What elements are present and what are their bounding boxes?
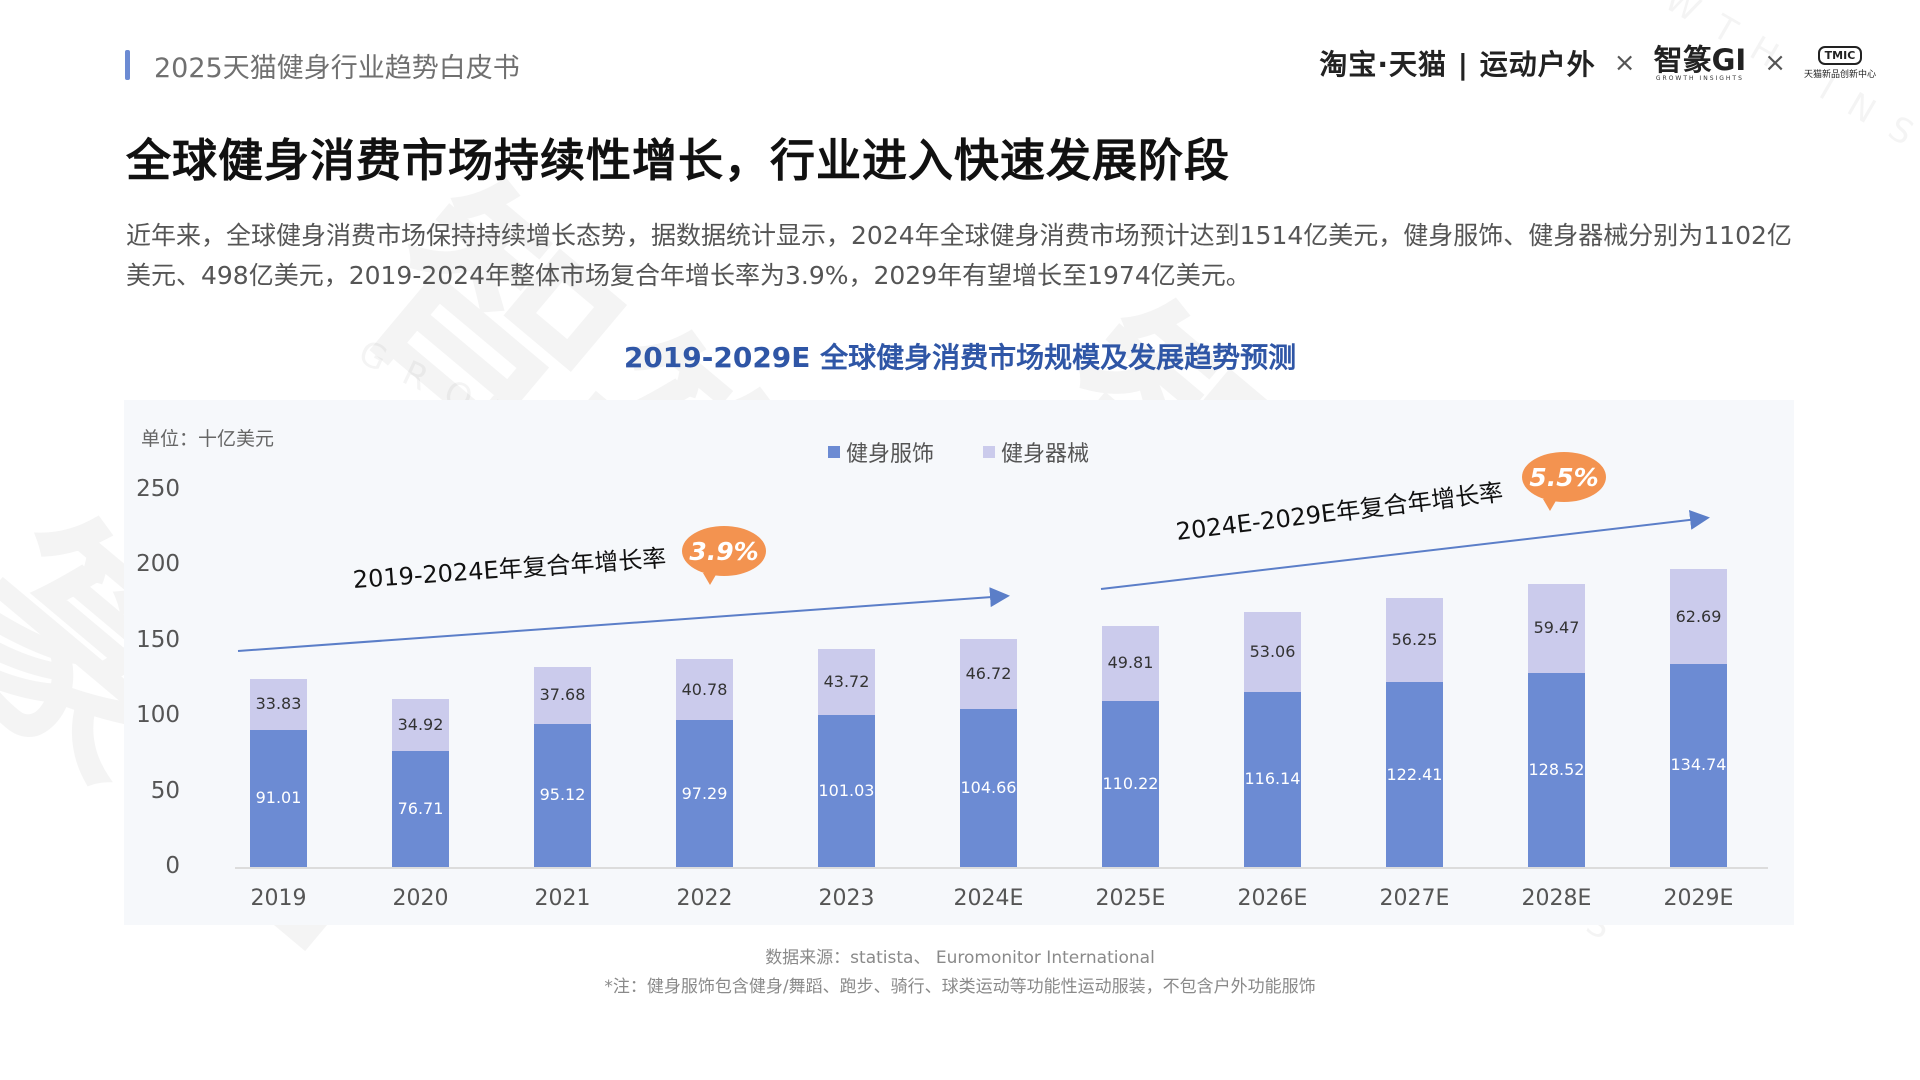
bar-value-equipment: 43.72 [823, 671, 870, 691]
y-tick: 200 [136, 551, 180, 577]
bar-apparel-2021 [534, 723, 591, 867]
x-axis-line [235, 867, 1768, 869]
x-tick: 2025E [1095, 886, 1166, 911]
bar-value-apparel: 128.52 [1528, 760, 1585, 780]
bar-value-apparel: 116.14 [1244, 769, 1301, 789]
bar-value-equipment: 56.25 [1391, 629, 1438, 649]
data-source: 数据来源：statista、 Euromonitor International [765, 948, 1155, 968]
legend-item-apparel: 健身服饰 [828, 436, 934, 468]
bar-value-apparel: 122.41 [1386, 764, 1443, 784]
chart-unit-label: 单位：十亿美元 [141, 428, 275, 450]
bar-apparel-2028E [1528, 673, 1585, 867]
bar-value-equipment: 59.47 [1533, 618, 1580, 638]
bar-equipment-2021 [534, 666, 591, 724]
bar-equipment-2024E [960, 638, 1017, 710]
x-tick: 2020 [392, 886, 449, 911]
bar-value-equipment: 62.69 [1675, 606, 1722, 626]
y-tick: 150 [136, 627, 180, 653]
x-tick: 2023 [818, 886, 875, 911]
cagr-bubble-2019-2024: 3.9% [682, 526, 766, 585]
bar-equipment-2028E [1528, 583, 1585, 674]
bar-apparel-2029E [1670, 663, 1727, 867]
trend-arrow-2 [1100, 509, 1710, 590]
zhizhuan-gi-logo: 智篆GI GROWTH INSIGHTS [1653, 42, 1747, 82]
bar-equipment-2029E [1670, 569, 1727, 664]
page-headline: 全球健身消费市场持续性增长，行业进入快速发展阶段 [126, 134, 1231, 187]
bar-apparel-2023 [818, 714, 875, 867]
bar-value-apparel: 91.01 [255, 788, 302, 808]
y-tick: 250 [136, 476, 180, 502]
cross-icon: × [1613, 48, 1636, 78]
title-accent-bar [125, 50, 130, 80]
bar-equipment-2023 [818, 648, 875, 715]
x-tick: 2019 [250, 886, 307, 911]
bar-value-equipment: 40.78 [681, 679, 728, 699]
partner-logos: 淘宝·天猫 | 运动户外 × 智篆GI GROWTH INSIGHTS × TM… [1319, 38, 1876, 88]
bar-value-apparel: 97.29 [681, 783, 728, 803]
y-tick: 100 [136, 702, 180, 728]
tmic-logo: TMIC 天猫新品创新中心 [1804, 46, 1876, 80]
bar-equipment-2027E [1386, 597, 1443, 683]
bar-value-apparel: 110.22 [1102, 773, 1159, 793]
y-tick: 0 [165, 853, 180, 879]
footnote: *注：健身服饰包含健身/舞蹈、跑步、骑行、球类运动等功能性运动服装，不包含户外功… [604, 977, 1316, 997]
bar-value-equipment: 49.81 [1107, 653, 1154, 673]
summary-paragraph: 近年来，全球健身消费市场保持持续增长态势，据数据统计显示，2024年全球健身消费… [126, 221, 1792, 290]
x-tick: 2027E [1379, 886, 1450, 911]
bar-equipment-2020 [392, 698, 449, 752]
taobao-tmall-logo: 淘宝·天猫 | 运动户外 [1319, 48, 1596, 81]
bar-value-apparel: 134.74 [1670, 755, 1727, 775]
bar-apparel-2019 [250, 729, 307, 867]
y-tick: 50 [150, 778, 180, 804]
bar-apparel-2024E [960, 709, 1017, 867]
x-tick: 2029E [1663, 886, 1734, 911]
cross-icon: × [1764, 48, 1786, 78]
bar-equipment-2026E [1244, 611, 1301, 692]
bar-value-equipment: 37.68 [539, 685, 586, 705]
bar-apparel-2020 [392, 751, 449, 867]
bar-value-apparel: 101.03 [818, 780, 875, 800]
bar-equipment-2025E [1102, 625, 1159, 701]
cagr-bubble-2024-2029: 5.5% [1522, 452, 1606, 511]
x-tick: 2022 [676, 886, 733, 911]
x-tick: 2028E [1521, 886, 1592, 911]
bar-value-apparel: 76.71 [397, 799, 444, 819]
bar-apparel-2026E [1244, 691, 1301, 867]
bar-value-equipment: 34.92 [397, 714, 444, 734]
bar-equipment-2022 [676, 658, 733, 721]
legend-item-equipment: 健身器械 [983, 436, 1089, 468]
bar-value-apparel: 95.12 [539, 785, 586, 805]
bar-value-equipment: 46.72 [965, 663, 1012, 683]
document-title: 2025天猫健身行业趋势白皮书 [154, 53, 520, 84]
chart-title: 2019-2029E 全球健身消费市场规模及发展趋势预测 [623, 341, 1297, 374]
bar-value-equipment: 33.83 [255, 694, 302, 714]
bar-equipment-2019 [250, 678, 307, 730]
legend-swatch-equipment [983, 446, 995, 458]
bar-value-equipment: 53.06 [1249, 641, 1296, 661]
bar-apparel-2025E [1102, 700, 1159, 867]
bar-apparel-2022 [676, 720, 733, 867]
x-tick: 2021 [534, 886, 591, 911]
trend-arrow-1 [237, 587, 1010, 652]
x-tick: 2024E [953, 886, 1024, 911]
x-tick: 2026E [1237, 886, 1308, 911]
bar-apparel-2027E [1386, 682, 1443, 867]
legend-swatch-apparel [828, 446, 840, 458]
bar-value-apparel: 104.66 [960, 778, 1017, 798]
